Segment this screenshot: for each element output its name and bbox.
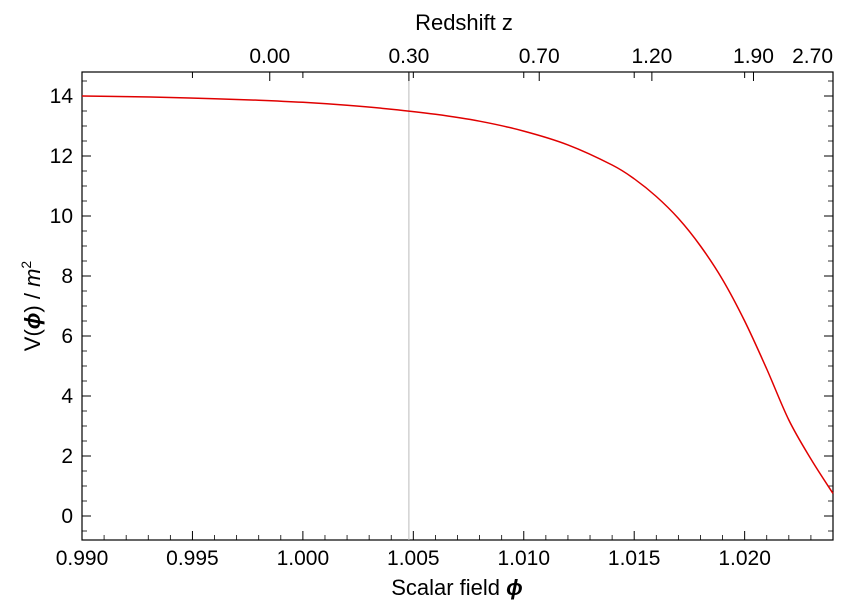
x-tick-label: 1.020 [718, 547, 771, 570]
x-tick-label: 0.990 [56, 547, 109, 570]
series-line [81, 95, 834, 494]
y-tick-label: 6 [61, 325, 73, 348]
y-axis-unit-exponent: 2 [18, 261, 34, 269]
x-axis-title-text: Scalar field [391, 575, 506, 600]
x-axis-symbol: ϕ [506, 575, 523, 600]
y-tick-label: 12 [50, 145, 73, 168]
x-tick-label: 1.000 [277, 547, 330, 570]
y-tick-label: 0 [61, 505, 73, 528]
y-tick-label: 8 [61, 265, 73, 288]
top-tick-label: 0.00 [249, 45, 290, 68]
ticks [81, 72, 834, 540]
y-tick-label: 14 [50, 85, 74, 108]
top-axis-title: Redshift z [415, 10, 513, 35]
x-tick-label: 1.010 [497, 547, 550, 570]
x-tick-label: 1.015 [608, 547, 661, 570]
top-tick-label: 2.70 [792, 45, 833, 68]
y-axis-title-text: V( [20, 329, 45, 352]
tick-labels: 0.990 0.995 1.000 1.005 1.010 1.015 1.020 0 2 4 6 8… [50, 45, 833, 570]
y-tick-label: 10 [50, 205, 73, 228]
y-axis-symbol: ϕ [20, 313, 45, 330]
x-tick-label: 1.005 [387, 547, 440, 570]
top-tick-label: 0.30 [388, 45, 429, 68]
y-axis-unit: m [20, 269, 45, 287]
x-axis-title: Scalar field ϕ [391, 575, 523, 600]
top-tick-label: 1.20 [631, 45, 672, 68]
y-axis-title-tail: ) / [20, 287, 45, 313]
top-tick-label: 1.90 [733, 45, 774, 68]
top-tick-label: 0.70 [519, 45, 560, 68]
y-axis-title: V(ϕ) / m2 [18, 261, 45, 352]
x-tick-label: 0.995 [166, 547, 219, 570]
plot-frame [81, 71, 834, 541]
y-tick-label: 2 [61, 445, 73, 468]
y-tick-label: 4 [61, 385, 73, 408]
